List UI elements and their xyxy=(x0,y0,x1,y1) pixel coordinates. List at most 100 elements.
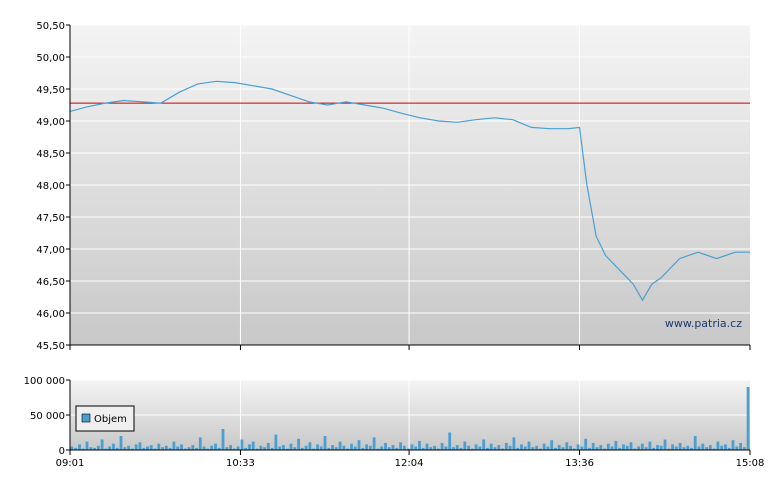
volume-bar xyxy=(323,436,327,450)
volume-bar xyxy=(493,447,497,450)
volume-bar xyxy=(418,440,421,450)
watermark: www.patria.cz xyxy=(665,317,742,330)
volume-bar xyxy=(161,447,164,450)
volume-bar xyxy=(270,447,274,450)
volume-bar xyxy=(104,448,108,450)
volume-bar xyxy=(153,448,157,450)
volume-bar xyxy=(603,448,606,450)
volume-bar xyxy=(535,445,538,450)
volume-bar xyxy=(266,443,270,450)
volume-y-tick-label: 50 000 xyxy=(30,411,65,422)
volume-bar xyxy=(550,440,554,450)
volume-bar xyxy=(108,446,112,450)
price-y-tick-label: 45,50 xyxy=(36,341,65,352)
volume-bar xyxy=(304,445,308,450)
volume-bar xyxy=(614,440,618,450)
volume-bar xyxy=(720,445,724,450)
volume-bar xyxy=(93,447,96,450)
volume-bar xyxy=(134,444,138,450)
volume-bar xyxy=(716,441,720,450)
volume-y-tick-label: 100 000 xyxy=(24,376,65,387)
volume-bar xyxy=(538,448,542,450)
volume-bar xyxy=(576,444,580,450)
volume-bar xyxy=(463,441,467,450)
volume-bar xyxy=(331,445,334,450)
volume-bar xyxy=(697,446,701,450)
volume-bar xyxy=(338,441,342,450)
volume-bar xyxy=(629,442,633,450)
volume-bar xyxy=(656,445,659,450)
volume-bar xyxy=(236,446,240,450)
volume-bar xyxy=(240,439,244,450)
volume-bar xyxy=(395,447,399,450)
volume-bar xyxy=(402,445,406,450)
price-y-tick-label: 50,00 xyxy=(36,53,65,64)
volume-bar xyxy=(259,445,263,450)
volume-bar xyxy=(353,446,357,450)
legend: Objem xyxy=(75,405,135,432)
volume-bar xyxy=(436,448,440,450)
volume-y-tick-label: 0 xyxy=(59,446,65,457)
volume-bar xyxy=(520,444,523,450)
volume-bar xyxy=(263,447,266,450)
volume-bar xyxy=(210,445,214,450)
volume-bar xyxy=(735,446,739,450)
volume-y-axis: 100 000 50 000 0 xyxy=(24,376,70,457)
volume-bar xyxy=(682,447,686,450)
volume-bar xyxy=(214,443,217,450)
volume-bar xyxy=(206,448,210,450)
volume-bar xyxy=(195,447,198,450)
volume-bar xyxy=(444,446,448,450)
volume-bar xyxy=(652,447,656,450)
volume-bar xyxy=(78,444,81,450)
volume-bar xyxy=(198,437,202,450)
volume-bar xyxy=(176,446,180,450)
volume-bar xyxy=(180,444,183,450)
volume-bar xyxy=(410,444,414,450)
volume-bar xyxy=(406,448,410,450)
volume-bar xyxy=(399,442,402,450)
volume-bar xyxy=(731,440,735,450)
volume-bar xyxy=(316,444,319,450)
volume-bar xyxy=(591,443,595,450)
price-y-tick-label: 46,00 xyxy=(36,309,65,320)
volume-bar xyxy=(425,443,429,450)
volume-bar xyxy=(633,448,637,450)
volume-bar xyxy=(387,447,391,450)
volume-bar xyxy=(89,447,93,450)
volume-bar xyxy=(244,447,248,450)
volume-bar xyxy=(599,445,603,450)
volume-bar xyxy=(557,445,561,450)
price-y-tick-label: 49,50 xyxy=(36,85,65,96)
volume-bar xyxy=(516,447,520,450)
volume-bar xyxy=(580,446,584,450)
volume-bar xyxy=(187,447,191,450)
volume-bar xyxy=(361,447,365,450)
volume-bar xyxy=(421,447,425,450)
volume-bar xyxy=(595,447,599,450)
volume-bar xyxy=(119,436,123,450)
price-x-ticks xyxy=(69,345,751,350)
volume-bar xyxy=(255,448,259,450)
volume-bar xyxy=(202,446,206,450)
volume-bar xyxy=(508,445,512,450)
volume-bar xyxy=(164,445,168,450)
volume-bar xyxy=(74,447,78,450)
volume-bar xyxy=(127,445,130,450)
legend-swatch xyxy=(81,413,91,423)
volume-bar xyxy=(708,445,712,450)
volume-bar xyxy=(81,448,85,450)
x-tick-label: 12:04 xyxy=(395,458,424,469)
volume-bar xyxy=(690,447,693,450)
volume-bar xyxy=(297,438,300,450)
volume-bar xyxy=(644,447,648,450)
volume-x-grid xyxy=(239,380,581,450)
volume-bar xyxy=(149,445,153,450)
volume-bar xyxy=(380,446,384,450)
volume-bar xyxy=(686,445,690,450)
volume-bar xyxy=(659,445,663,450)
volume-bar xyxy=(282,445,285,450)
volume-bar xyxy=(342,445,346,450)
volume-bars xyxy=(70,387,750,450)
